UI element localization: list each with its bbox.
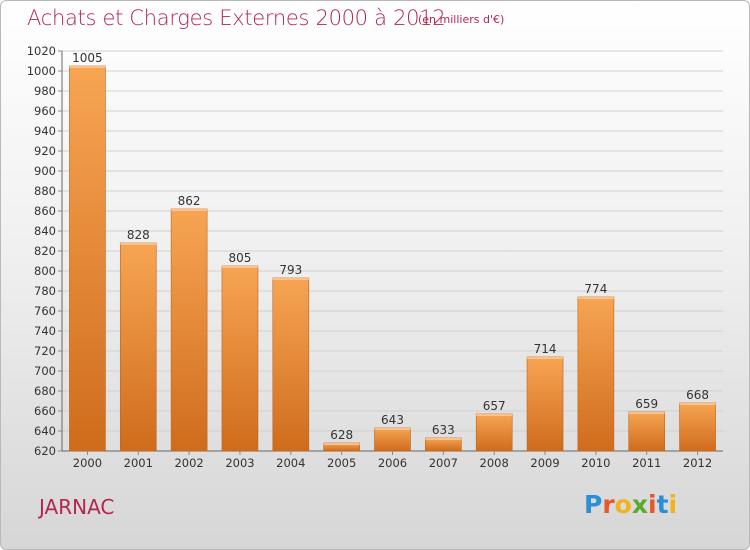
bar-highlight: [120, 243, 157, 245]
y-tick-label: 980: [34, 84, 56, 98]
bar-highlight: [577, 297, 614, 299]
bar-highlight: [69, 66, 106, 68]
bar-value-label: 628: [330, 428, 353, 442]
x-tick-label: 2012: [683, 456, 712, 470]
bar-value-label: 828: [127, 228, 150, 242]
bar-2006: [374, 427, 411, 452]
bar-value-label: 774: [584, 282, 607, 296]
logo-letter: x: [631, 490, 648, 519]
x-tick-label: 2006: [378, 456, 407, 470]
bar-value-labels: 1005 828 862 805 793 628 643 633 657 714 774 659 668: [72, 51, 709, 442]
bar-2001: [119, 242, 157, 452]
y-tick-label: 900: [34, 164, 56, 178]
x-tick-label: 2008: [480, 456, 509, 470]
y-tick-label: 840: [34, 224, 56, 238]
y-tick-label: 720: [34, 344, 56, 358]
chart-subtitle: (en milliers d'€): [418, 13, 505, 26]
x-tick-label: 2011: [632, 456, 661, 470]
bar-2004: [272, 277, 310, 452]
bar-2002: [170, 208, 208, 452]
bar-highlight: [527, 357, 564, 359]
bar-value-label: 659: [635, 397, 658, 411]
bar-2011: [628, 411, 666, 452]
bar-highlight: [425, 438, 462, 440]
bar-highlight: [374, 428, 411, 430]
bar-value-label: 793: [279, 263, 302, 277]
bar-2003: [221, 265, 259, 452]
bar-highlight: [476, 414, 513, 416]
bar-highlight: [272, 278, 309, 280]
y-tick-label: 780: [34, 284, 56, 298]
bar-value-label: 668: [686, 388, 709, 402]
x-tick-label: 2004: [276, 456, 305, 470]
bar-value-label: 643: [381, 413, 404, 427]
bar-2008: [475, 413, 513, 452]
logo-letter: i: [668, 490, 678, 519]
grid-lines: [62, 50, 723, 452]
bar-value-label: 657: [483, 399, 506, 413]
proxiti-logo: Proxiti: [584, 490, 677, 519]
y-tick-label: 640: [34, 424, 56, 438]
x-tick-label: 2007: [429, 456, 458, 470]
y-tick-label: 760: [34, 304, 56, 318]
y-tick-label: 680: [34, 384, 56, 398]
bar-value-label: 862: [178, 194, 201, 208]
y-tick-label: 740: [34, 324, 56, 338]
x-tick-label: 2002: [174, 456, 203, 470]
y-tick-label: 620: [34, 444, 56, 458]
logo-letter: P: [584, 490, 603, 519]
y-tick-label: 1000: [27, 64, 56, 78]
y-tick-labels: 620 640 660 680 700 720 740 760 780 800 820 840 860 8…: [27, 44, 62, 458]
x-tick-label: 2003: [225, 456, 254, 470]
logo-letter: i: [648, 490, 657, 519]
y-tick-label: 820: [34, 244, 56, 258]
x-tick-label: 2005: [327, 456, 356, 470]
bar-2000: [69, 65, 106, 452]
y-tick-label: 880: [34, 184, 56, 198]
x-tick-labels: 2000 2001 2002 2003 2004 2005 2006 2007 2008 2009…: [73, 451, 712, 470]
x-tick-label: 2000: [73, 456, 102, 470]
y-tick-label: 860: [34, 204, 56, 218]
x-tick-label: 2009: [530, 456, 559, 470]
y-tick-label: 700: [34, 364, 56, 378]
bar-value-label: 714: [534, 342, 557, 356]
bar-2010: [577, 296, 615, 452]
bar-highlight: [323, 443, 360, 445]
bar-2012: [679, 402, 716, 452]
bar-value-label: 1005: [72, 51, 103, 65]
logo-letter: t: [656, 490, 669, 519]
bar-value-label: 633: [432, 423, 455, 437]
y-tick-label: 800: [34, 264, 56, 278]
y-tick-label: 940: [34, 124, 56, 138]
y-tick-label: 920: [34, 144, 56, 158]
bars: [69, 65, 716, 452]
bar-2009: [526, 356, 564, 452]
chart-title: Achats et Charges Externes 2000 à 2012: [27, 6, 446, 30]
bar-value-label: 805: [229, 251, 252, 265]
bar-highlight: [221, 266, 258, 268]
location-label: JARNAC: [39, 495, 115, 519]
bar-highlight: [171, 209, 208, 211]
bar-highlight: [679, 403, 716, 405]
x-tick-label: 2010: [581, 456, 610, 470]
x-tick-label: 2001: [124, 456, 153, 470]
logo-letter: r: [602, 490, 615, 519]
bar-highlight: [628, 412, 665, 414]
logo-letter: o: [614, 490, 632, 519]
y-tick-label: 960: [34, 104, 56, 118]
y-tick-label: 1020: [27, 44, 56, 58]
y-tick-label: 660: [34, 404, 56, 418]
